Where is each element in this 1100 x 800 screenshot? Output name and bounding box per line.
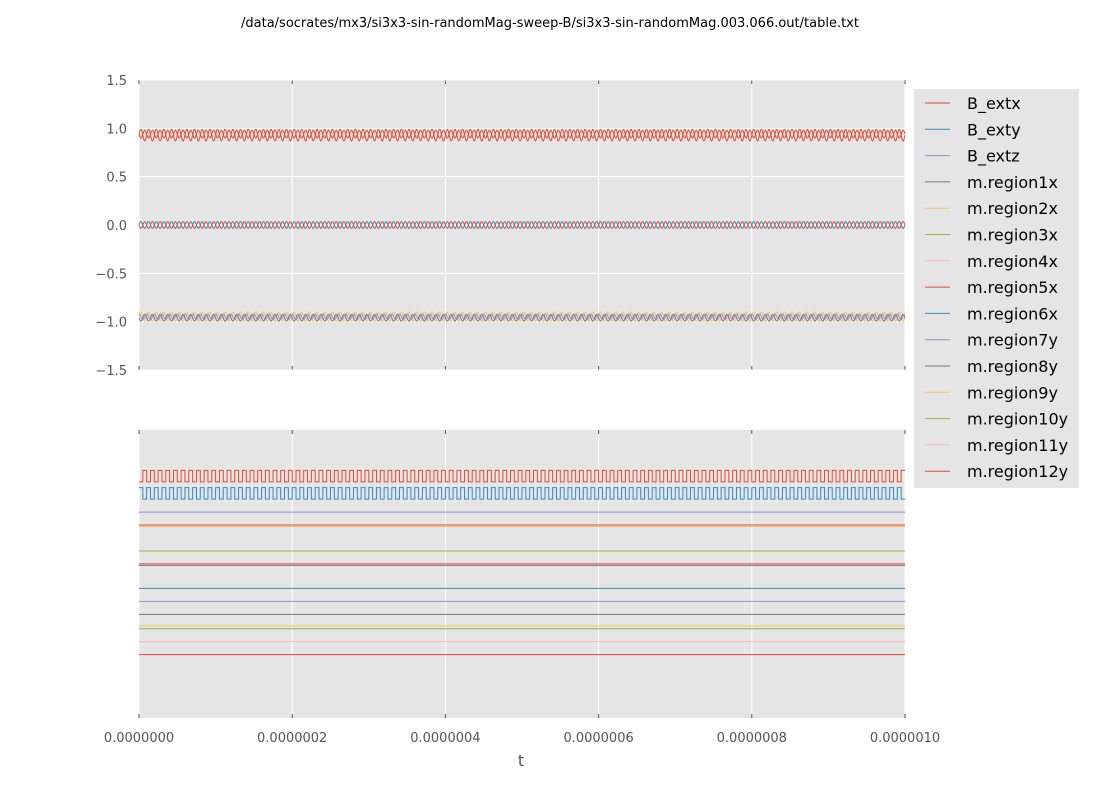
x-tick-label: 0.0000010 <box>870 731 940 746</box>
legend-label: m.region7y <box>967 331 1058 350</box>
series-line <box>138 313 906 321</box>
y-tick-label: 1.5 <box>106 74 127 89</box>
legend-label: m.region3x <box>967 226 1058 245</box>
legend-label: m.region2x <box>967 199 1058 218</box>
legend-label: m.region6x <box>967 304 1058 323</box>
legend-label: B_extx <box>967 94 1021 114</box>
y-tick-label: 0.5 <box>106 171 127 186</box>
y-tick-label: 0.0 <box>106 219 127 234</box>
x-tick-label: 0.0000000 <box>104 731 174 746</box>
series-line <box>139 469 905 483</box>
y-tick-label: −1.0 <box>95 316 127 331</box>
series-line <box>138 129 906 139</box>
x-tick-label: 0.0000008 <box>717 731 787 746</box>
x-tick-label: 0.0000004 <box>410 731 480 746</box>
bottom-subplot: 0.0000000 0.0000002 0.0000004 0.0000006 0.00… <box>104 430 940 746</box>
chart-title: /data/socrates/mx3/si3x3-sin-randomMag-s… <box>241 16 859 31</box>
y-tick-label: 1.0 <box>106 122 127 137</box>
series-line <box>138 313 906 322</box>
legend-label: m.region9y <box>967 383 1058 402</box>
legend-label: m.region8y <box>967 357 1058 376</box>
legend-label: m.region1x <box>967 173 1058 192</box>
y-tick-label: −0.5 <box>95 267 127 282</box>
legend-label: m.region4x <box>967 252 1058 271</box>
top-subplot: −1.5 −1.0 −0.5 0.0 0.5 1.0 1.5 <box>95 74 906 379</box>
legend-label: m.region12y <box>967 462 1068 481</box>
x-axis-label: t <box>518 751 524 770</box>
legend-label: B_exty <box>967 120 1021 140</box>
x-tick-label: 0.0000006 <box>563 731 633 746</box>
legend-label: m.region5x <box>967 278 1058 297</box>
y-tick-label: −1.5 <box>95 364 127 379</box>
legend-label: B_extz <box>967 147 1020 167</box>
series-line <box>139 487 905 500</box>
series-line <box>138 221 906 229</box>
legend-label: m.region10y <box>967 410 1068 429</box>
x-tick-label: 0.0000002 <box>257 731 327 746</box>
legend: B_extx B_exty B_extz m.region1x m.region2x m.… <box>914 89 1079 488</box>
legend-label: m.region11y <box>967 436 1068 455</box>
